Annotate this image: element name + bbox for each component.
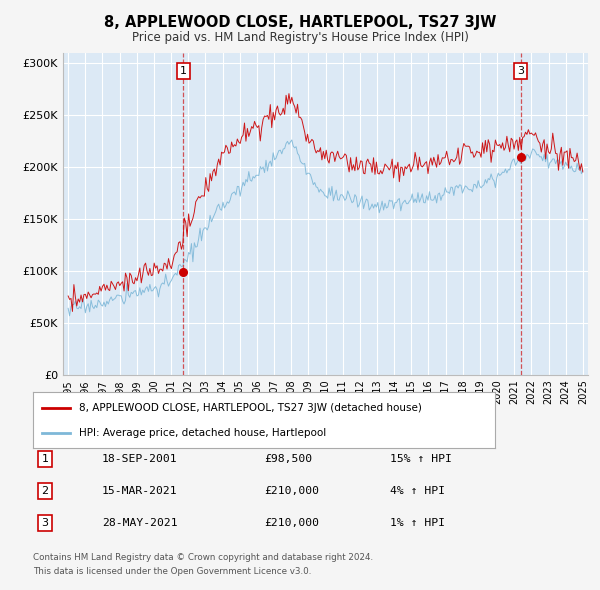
Text: Price paid vs. HM Land Registry's House Price Index (HPI): Price paid vs. HM Land Registry's House … xyxy=(131,31,469,44)
Text: £210,000: £210,000 xyxy=(264,518,319,527)
Text: 3: 3 xyxy=(41,518,49,527)
Text: 1% ↑ HPI: 1% ↑ HPI xyxy=(390,518,445,527)
Text: £98,500: £98,500 xyxy=(264,454,312,464)
Text: 8, APPLEWOOD CLOSE, HARTLEPOOL, TS27 3JW: 8, APPLEWOOD CLOSE, HARTLEPOOL, TS27 3JW xyxy=(104,15,496,30)
Text: Contains HM Land Registry data © Crown copyright and database right 2024.: Contains HM Land Registry data © Crown c… xyxy=(33,553,373,562)
Text: HPI: Average price, detached house, Hartlepool: HPI: Average price, detached house, Hart… xyxy=(79,428,326,438)
Text: £210,000: £210,000 xyxy=(264,486,319,496)
Text: 2: 2 xyxy=(41,486,49,496)
Text: 1: 1 xyxy=(180,65,187,76)
Text: This data is licensed under the Open Government Licence v3.0.: This data is licensed under the Open Gov… xyxy=(33,567,311,576)
Text: 15% ↑ HPI: 15% ↑ HPI xyxy=(390,454,452,464)
Text: 8, APPLEWOOD CLOSE, HARTLEPOOL, TS27 3JW (detached house): 8, APPLEWOOD CLOSE, HARTLEPOOL, TS27 3JW… xyxy=(79,403,422,413)
Text: 18-SEP-2001: 18-SEP-2001 xyxy=(102,454,178,464)
Text: 3: 3 xyxy=(517,65,524,76)
Text: 4% ↑ HPI: 4% ↑ HPI xyxy=(390,486,445,496)
Text: 1: 1 xyxy=(41,454,49,464)
Text: 28-MAY-2021: 28-MAY-2021 xyxy=(102,518,178,527)
Text: 15-MAR-2021: 15-MAR-2021 xyxy=(102,486,178,496)
